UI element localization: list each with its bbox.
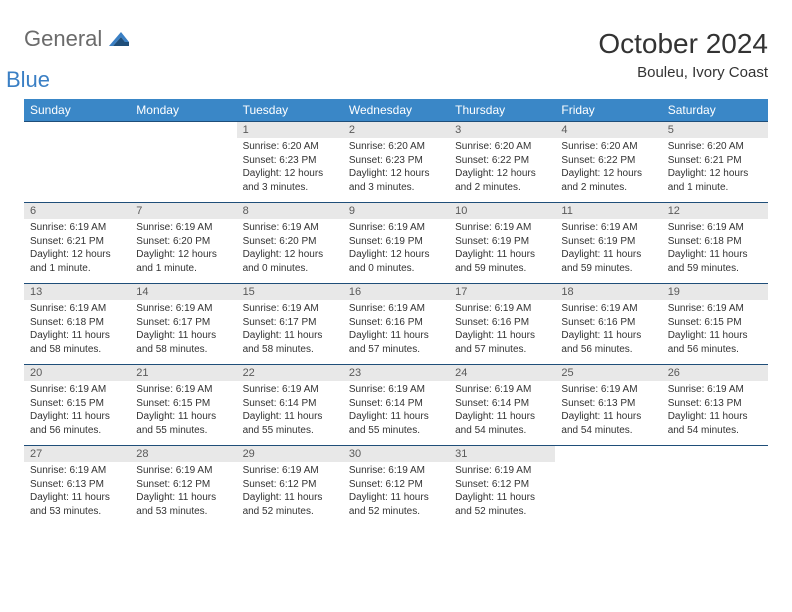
daynum-row: 20212223242526 [24, 365, 768, 382]
day-number: 23 [343, 365, 449, 382]
dayhead-sunday: Sunday [24, 99, 130, 122]
day-number: 21 [130, 365, 236, 382]
content-row: Sunrise: 6:19 AMSunset: 6:21 PMDaylight:… [24, 219, 768, 284]
day-number: 22 [237, 365, 343, 382]
dayhead-wednesday: Wednesday [343, 99, 449, 122]
day-cell: Sunrise: 6:19 AMSunset: 6:17 PMDaylight:… [237, 300, 343, 365]
daynum-row: 2728293031 [24, 446, 768, 463]
day-number: 5 [662, 122, 768, 139]
dayhead-monday: Monday [130, 99, 236, 122]
day-cell: Sunrise: 6:19 AMSunset: 6:14 PMDaylight:… [237, 381, 343, 446]
day-number [555, 446, 661, 463]
dayhead-friday: Friday [555, 99, 661, 122]
day-number: 11 [555, 203, 661, 220]
day-cell: Sunrise: 6:20 AMSunset: 6:21 PMDaylight:… [662, 138, 768, 203]
logo-word1: General [24, 26, 102, 51]
logo: General Blue [24, 28, 129, 74]
dayhead-tuesday: Tuesday [237, 99, 343, 122]
day-cell: Sunrise: 6:19 AMSunset: 6:18 PMDaylight:… [662, 219, 768, 284]
content-row: Sunrise: 6:20 AMSunset: 6:23 PMDaylight:… [24, 138, 768, 203]
day-number [24, 122, 130, 139]
day-cell: Sunrise: 6:19 AMSunset: 6:20 PMDaylight:… [237, 219, 343, 284]
day-number: 10 [449, 203, 555, 220]
day-number: 30 [343, 446, 449, 463]
day-cell: Sunrise: 6:20 AMSunset: 6:23 PMDaylight:… [237, 138, 343, 203]
day-number: 12 [662, 203, 768, 220]
day-number: 20 [24, 365, 130, 382]
day-cell: Sunrise: 6:20 AMSunset: 6:22 PMDaylight:… [449, 138, 555, 203]
day-cell: Sunrise: 6:19 AMSunset: 6:21 PMDaylight:… [24, 219, 130, 284]
daynum-row: 12345 [24, 122, 768, 139]
dayhead-thursday: Thursday [449, 99, 555, 122]
day-cell: Sunrise: 6:19 AMSunset: 6:17 PMDaylight:… [130, 300, 236, 365]
day-number [130, 122, 236, 139]
page-title: October 2024 [598, 28, 768, 60]
day-number: 14 [130, 284, 236, 301]
calendar-table: SundayMondayTuesdayWednesdayThursdayFrid… [24, 99, 768, 526]
day-cell: Sunrise: 6:19 AMSunset: 6:20 PMDaylight:… [130, 219, 236, 284]
day-cell: Sunrise: 6:19 AMSunset: 6:19 PMDaylight:… [343, 219, 449, 284]
daynum-row: 13141516171819 [24, 284, 768, 301]
day-number: 4 [555, 122, 661, 139]
day-cell: Sunrise: 6:19 AMSunset: 6:12 PMDaylight:… [130, 462, 236, 526]
day-number: 26 [662, 365, 768, 382]
day-cell: Sunrise: 6:19 AMSunset: 6:16 PMDaylight:… [449, 300, 555, 365]
day-cell: Sunrise: 6:19 AMSunset: 6:18 PMDaylight:… [24, 300, 130, 365]
header: General Blue October 2024 Bouleu, Ivory … [24, 28, 768, 81]
day-number: 18 [555, 284, 661, 301]
dayhead-row: SundayMondayTuesdayWednesdayThursdayFrid… [24, 99, 768, 122]
day-number: 8 [237, 203, 343, 220]
logo-triangle-icon [109, 32, 131, 50]
day-cell: Sunrise: 6:19 AMSunset: 6:15 PMDaylight:… [130, 381, 236, 446]
daynum-row: 6789101112 [24, 203, 768, 220]
day-cell: Sunrise: 6:19 AMSunset: 6:16 PMDaylight:… [343, 300, 449, 365]
day-number: 13 [24, 284, 130, 301]
day-number: 17 [449, 284, 555, 301]
day-cell: Sunrise: 6:19 AMSunset: 6:12 PMDaylight:… [343, 462, 449, 526]
day-cell: Sunrise: 6:19 AMSunset: 6:13 PMDaylight:… [24, 462, 130, 526]
day-number: 29 [237, 446, 343, 463]
content-row: Sunrise: 6:19 AMSunset: 6:18 PMDaylight:… [24, 300, 768, 365]
day-number: 27 [24, 446, 130, 463]
location: Bouleu, Ivory Coast [598, 64, 768, 81]
day-number: 24 [449, 365, 555, 382]
day-cell: Sunrise: 6:19 AMSunset: 6:14 PMDaylight:… [343, 381, 449, 446]
day-cell: Sunrise: 6:19 AMSunset: 6:13 PMDaylight:… [555, 381, 661, 446]
day-cell: Sunrise: 6:19 AMSunset: 6:12 PMDaylight:… [237, 462, 343, 526]
day-cell: Sunrise: 6:19 AMSunset: 6:15 PMDaylight:… [24, 381, 130, 446]
day-cell: Sunrise: 6:19 AMSunset: 6:19 PMDaylight:… [449, 219, 555, 284]
day-cell: Sunrise: 6:20 AMSunset: 6:23 PMDaylight:… [343, 138, 449, 203]
day-cell: Sunrise: 6:19 AMSunset: 6:16 PMDaylight:… [555, 300, 661, 365]
day-number: 16 [343, 284, 449, 301]
day-number [662, 446, 768, 463]
content-row: Sunrise: 6:19 AMSunset: 6:13 PMDaylight:… [24, 462, 768, 526]
day-number: 3 [449, 122, 555, 139]
day-number: 25 [555, 365, 661, 382]
day-cell: Sunrise: 6:19 AMSunset: 6:15 PMDaylight:… [662, 300, 768, 365]
day-number: 7 [130, 203, 236, 220]
day-number: 15 [237, 284, 343, 301]
day-cell: Sunrise: 6:19 AMSunset: 6:14 PMDaylight:… [449, 381, 555, 446]
day-cell [130, 138, 236, 203]
logo-word2: Blue [6, 67, 50, 92]
dayhead-saturday: Saturday [662, 99, 768, 122]
day-cell [555, 462, 661, 526]
day-number: 1 [237, 122, 343, 139]
day-cell: Sunrise: 6:20 AMSunset: 6:22 PMDaylight:… [555, 138, 661, 203]
day-number: 6 [24, 203, 130, 220]
day-cell: Sunrise: 6:19 AMSunset: 6:12 PMDaylight:… [449, 462, 555, 526]
day-number: 31 [449, 446, 555, 463]
day-number: 9 [343, 203, 449, 220]
day-number: 19 [662, 284, 768, 301]
content-row: Sunrise: 6:19 AMSunset: 6:15 PMDaylight:… [24, 381, 768, 446]
day-cell [662, 462, 768, 526]
day-cell: Sunrise: 6:19 AMSunset: 6:13 PMDaylight:… [662, 381, 768, 446]
title-block: October 2024 Bouleu, Ivory Coast [598, 28, 768, 81]
day-number: 2 [343, 122, 449, 139]
day-number: 28 [130, 446, 236, 463]
day-cell [24, 138, 130, 203]
day-cell: Sunrise: 6:19 AMSunset: 6:19 PMDaylight:… [555, 219, 661, 284]
